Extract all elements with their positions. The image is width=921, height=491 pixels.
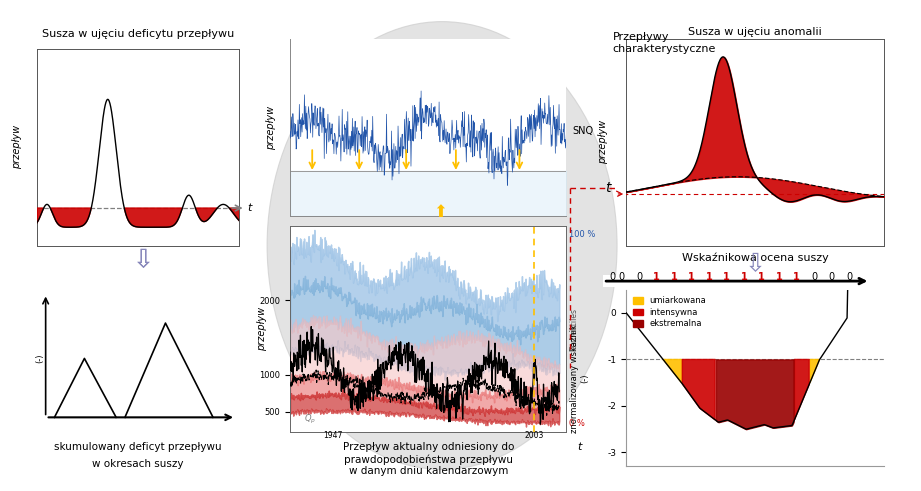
Text: 0: 0 (829, 273, 834, 282)
Text: skumulowany deficyt przepływu: skumulowany deficyt przepływu (54, 442, 222, 452)
Legend: umiarkowana, intensywna, ekstremalna: umiarkowana, intensywna, ekstremalna (631, 294, 709, 331)
Text: 0: 0 (619, 273, 624, 282)
Text: ⇩: ⇩ (133, 248, 153, 272)
Text: ⬆: ⬆ (433, 203, 448, 221)
Text: $Q_{p}$: $Q_{p}$ (305, 413, 317, 426)
Text: 1: 1 (688, 273, 695, 282)
Text: ⇩: ⇩ (133, 248, 153, 272)
Text: Percentiles: Percentiles (569, 308, 578, 350)
Text: 0: 0 (846, 273, 852, 282)
Text: 1: 1 (653, 273, 660, 282)
Text: Susza w ujęciu deficytu przepływu: Susza w ujęciu deficytu przepływu (42, 29, 234, 39)
Text: 0: 0 (636, 273, 642, 282)
Text: 1: 1 (705, 273, 713, 282)
Text: przepływ: przepływ (598, 120, 608, 164)
Text: t: t (577, 442, 582, 452)
Text: Susza w ujęciu anomalii: Susza w ujęciu anomalii (688, 27, 822, 37)
Text: przepływ: przepływ (258, 307, 267, 351)
Text: 0: 0 (811, 273, 817, 282)
Text: ⇩: ⇩ (745, 252, 765, 276)
Text: SNQ: SNQ (572, 126, 593, 136)
Text: 1: 1 (670, 273, 678, 282)
Text: 1: 1 (775, 273, 783, 282)
Text: t: t (605, 181, 611, 194)
Text: przepływ: przepływ (266, 106, 275, 150)
Text: w okresach suszy: w okresach suszy (92, 459, 184, 469)
Text: 1: 1 (758, 273, 765, 282)
Text: znormalizowany wskaźnik
(-): znormalizowany wskaźnik (-) (570, 324, 589, 433)
Text: 0 %: 0 % (569, 419, 585, 428)
Text: przepływ: przepływ (12, 125, 21, 169)
Text: 1: 1 (793, 273, 800, 282)
Ellipse shape (267, 22, 617, 469)
Text: Przepływy
charakterystyczne: Przepływy charakterystyczne (612, 32, 716, 54)
Text: 2003: 2003 (524, 431, 543, 439)
Text: (-): (-) (35, 354, 44, 363)
Text: Przepływ aktualny odniesiony do
prawdopodobieństwa przepływu
w danym dniu kalend: Przepływ aktualny odniesiony do prawdopo… (343, 442, 514, 476)
Text: t: t (248, 203, 252, 213)
Text: 100 %: 100 % (569, 230, 596, 239)
Text: 1: 1 (740, 273, 748, 282)
Text: 1: 1 (723, 273, 730, 282)
Text: 1947: 1947 (323, 431, 343, 439)
Text: Wskaźnikowa ocena suszy: Wskaźnikowa ocena suszy (682, 252, 829, 263)
Text: 0: 0 (610, 273, 615, 282)
